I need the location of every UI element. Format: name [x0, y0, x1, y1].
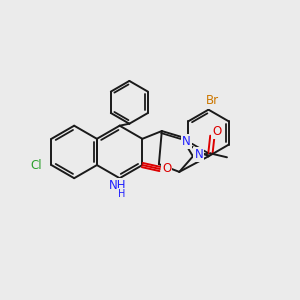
Text: Cl: Cl	[30, 159, 42, 172]
Text: N: N	[182, 135, 190, 148]
Text: Br: Br	[206, 94, 219, 107]
Text: NH: NH	[109, 179, 126, 193]
Text: H: H	[118, 189, 125, 199]
Text: O: O	[162, 163, 171, 176]
Text: N: N	[194, 148, 203, 161]
Text: O: O	[213, 124, 222, 137]
